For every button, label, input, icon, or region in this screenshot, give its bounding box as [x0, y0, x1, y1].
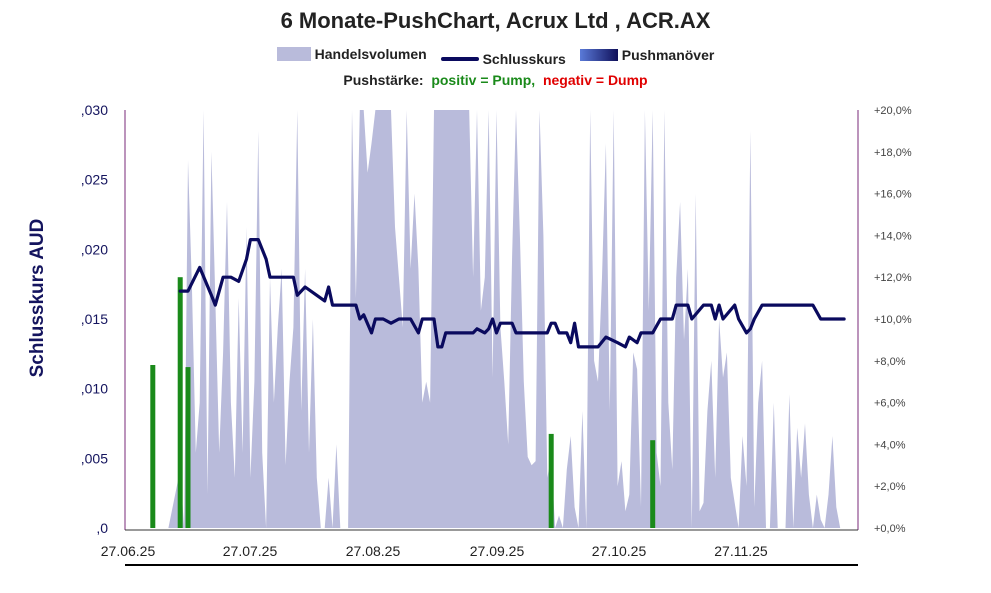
- legend-swatch-volume: [276, 47, 311, 61]
- legend-item-volume: Handelsvolumen: [276, 46, 427, 62]
- volume-area: [145, 110, 845, 528]
- y-right-tick-label: +8,0%: [874, 356, 906, 368]
- legend-label-close: Schlusskurs: [482, 51, 566, 67]
- chart-title: 6 Monate-PushChart, Acrux Ltd , ACR.AX: [280, 8, 711, 33]
- push-strength-note: Pushstärke: positiv = Pump, negativ = Du…: [0, 72, 991, 88]
- push-bar-4: [650, 440, 656, 528]
- y-right-tick-label: +20,0%: [874, 105, 912, 117]
- y-right-tick-label: +12,0%: [874, 272, 912, 284]
- push-positive-note: positiv = Pump,: [431, 72, 536, 88]
- y-right-tick-label: +0,0%: [874, 523, 906, 535]
- tick-labels: ,0 ,005 ,010 ,015 ,020 ,025 ,030 +0,0% +2,0% +4,0…: [81, 102, 912, 559]
- y-right-tick-label: +4,0%: [874, 439, 906, 451]
- close-price-line: [178, 238, 846, 349]
- y-right-tick-label: +2,0%: [874, 481, 906, 493]
- push-bar-1: [177, 277, 183, 528]
- y-right-tick-label: +6,0%: [874, 398, 906, 410]
- x-tick-label: 27.08.25: [346, 543, 401, 559]
- close-series: [178, 238, 846, 349]
- y-left-tick-label: ,020: [81, 241, 108, 257]
- legend-swatch-close: [440, 57, 479, 61]
- axes: [124, 110, 859, 566]
- y-right-tick-label: +18,0%: [874, 147, 912, 159]
- push-bar-3: [548, 433, 554, 528]
- push-bar-0: [150, 365, 156, 528]
- push-series: [150, 277, 656, 528]
- x-tick-label: 27.09.25: [470, 543, 525, 559]
- volume-series: [145, 110, 845, 528]
- push-strength-label: Pushstärke:: [343, 72, 424, 88]
- y-left-tick-label: ,030: [81, 102, 108, 118]
- y-left-tick-label: ,005: [81, 450, 108, 466]
- legend-label-volume: Handelsvolumen: [314, 46, 427, 62]
- y-left-tick-label: ,015: [81, 311, 108, 327]
- push-negative-note: negativ = Dump: [542, 72, 648, 88]
- y-right-tick-label: +14,0%: [874, 230, 912, 242]
- legend-swatch-push: [579, 49, 618, 61]
- y-left-tick-label: ,025: [81, 172, 108, 188]
- x-tick-label: 27.11.25: [714, 543, 768, 559]
- x-tick-label: 27.06.25: [101, 543, 156, 559]
- legend: Handelsvolumen Schlusskurs Pushmanöver: [0, 46, 991, 67]
- y-right-tick-label: +10,0%: [874, 314, 912, 326]
- x-tick-label: 27.07.25: [223, 543, 278, 559]
- x-tick-label: 27.10.25: [592, 543, 647, 559]
- legend-item-push: Pushmanöver: [579, 47, 715, 63]
- y-right-tick-label: +16,0%: [874, 189, 912, 201]
- y-left-tick-label: ,0: [96, 520, 108, 536]
- y-left-tick-label: ,010: [81, 381, 108, 397]
- push-bar-2: [185, 367, 191, 528]
- legend-item-close: Schlusskurs: [440, 51, 566, 67]
- legend-label-push: Pushmanöver: [621, 47, 715, 63]
